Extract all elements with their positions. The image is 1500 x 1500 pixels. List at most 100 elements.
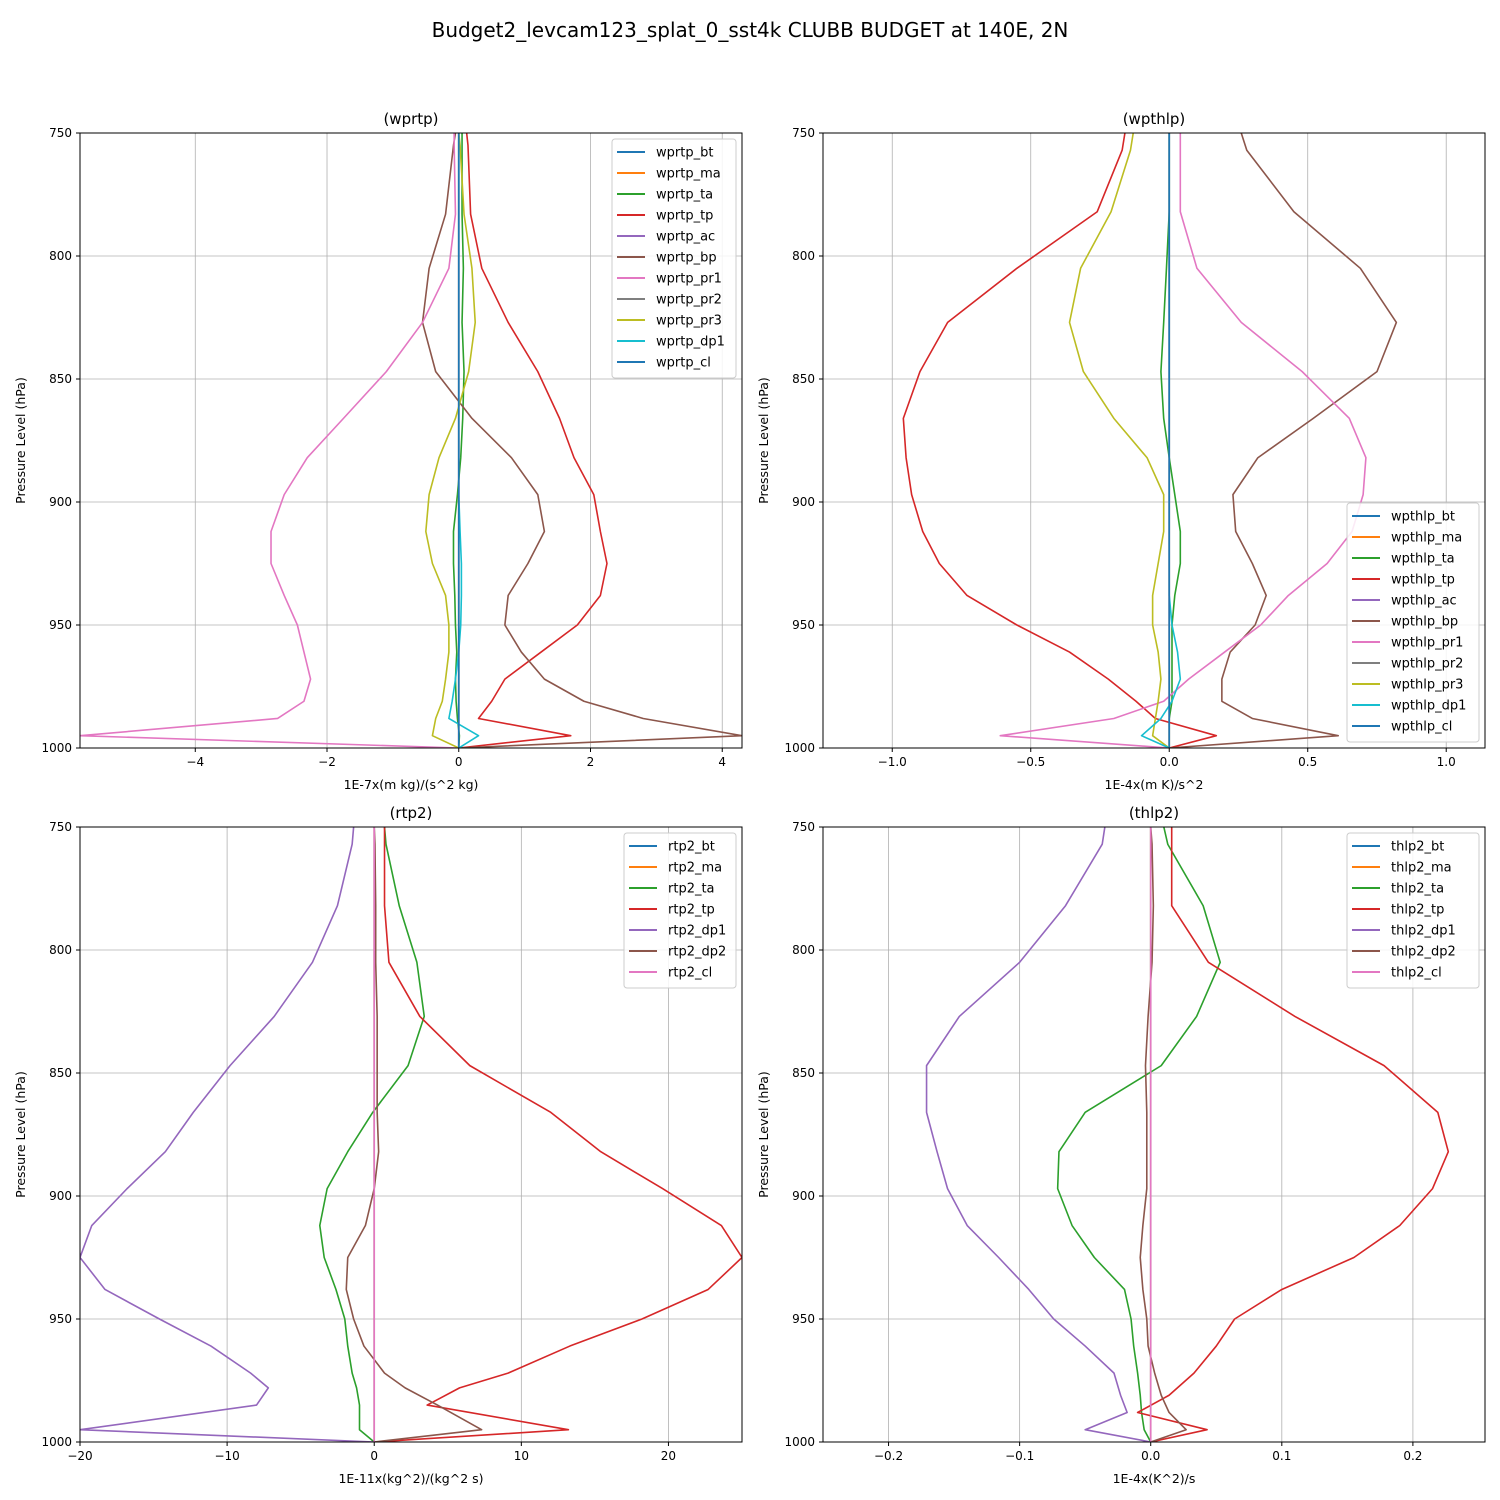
y-tick-label: 750 xyxy=(49,126,72,140)
series-lines xyxy=(80,827,742,1442)
x-tick-label: 0.0 xyxy=(1141,1449,1160,1463)
x-tick-label: 20 xyxy=(661,1449,676,1463)
y-tick-label: 900 xyxy=(49,495,72,509)
x-tick-label: 0 xyxy=(370,1449,378,1463)
legend-label: wprtp_bp xyxy=(656,251,717,266)
x-tick-label: −20 xyxy=(67,1449,92,1463)
legend-box xyxy=(1346,502,1480,743)
legend-label: wprtp_pr3 xyxy=(656,314,722,329)
legend-label: thlp2_dp1 xyxy=(1391,924,1456,939)
series-line-rtp2_dp1 xyxy=(80,827,375,1442)
legend-label: wprtp_cl xyxy=(656,356,711,371)
x-tick-label: 1.0 xyxy=(1437,755,1456,769)
legend-box xyxy=(611,138,737,379)
legend: thlp2_bt thlp2_ma thlp2_ta thlp2_tp thlp2_dp… xyxy=(1346,832,1480,989)
y-tick-label: 900 xyxy=(792,495,815,509)
y-tick-label: 800 xyxy=(49,249,72,263)
legend-label: rtp2_dp2 xyxy=(668,945,726,960)
series-line-rtp2_ta xyxy=(318,827,426,1442)
chart-panels: −4 −2 0 2 47508008509009501000(wprtp)1E-7x(m… xyxy=(13,110,1486,1486)
legend-label: rtp2_dp1 xyxy=(668,924,726,939)
y-tick-label: 950 xyxy=(49,618,72,632)
legend-label: wprtp_tp xyxy=(656,209,713,224)
panel-title: (wprtp) xyxy=(383,110,438,128)
x-tick-label: 0.1 xyxy=(1272,1449,1291,1463)
x-tick-label: −0.5 xyxy=(1016,755,1045,769)
panel-title: (thlp2) xyxy=(1129,804,1179,822)
legend-label: thlp2_cl xyxy=(1391,966,1442,981)
legend-box xyxy=(623,832,737,989)
x-tick-label: −2 xyxy=(318,755,336,769)
series-line-rtp2_tp xyxy=(374,827,742,1442)
legend-label: rtp2_tp xyxy=(668,903,715,918)
y-tick-label: 750 xyxy=(792,126,815,140)
x-tick-label: −0.2 xyxy=(874,1449,903,1463)
x-tick-label: 0 xyxy=(455,755,463,769)
axes-frame xyxy=(79,132,743,749)
legend-label: thlp2_bt xyxy=(1391,840,1444,855)
axes-frame xyxy=(822,132,1486,749)
series-line-wpthlp_pr3 xyxy=(1068,133,1170,748)
series-line-rtp2_dp2 xyxy=(345,827,483,1442)
series-line-wprtp_tp xyxy=(458,133,608,748)
legend-label: wpthlp_ma xyxy=(1391,531,1462,546)
legend-label: wpthlp_pr1 xyxy=(1391,636,1463,651)
legend-label: wprtp_ta xyxy=(656,188,713,203)
series-line-thlp2_tp xyxy=(1136,827,1450,1442)
panel-title: (rtp2) xyxy=(390,804,433,822)
chart-rtp2: −20 −10 0 10 20 750 800 850 900 950 1000 (rtp2) 1E-1… xyxy=(13,804,743,1486)
legend-label: thlp2_ma xyxy=(1391,861,1452,876)
y-axis-label: Pressure Level (hPa) xyxy=(756,1071,771,1198)
y-tick-label: 850 xyxy=(792,372,815,386)
y-tick-label: 1000 xyxy=(784,1435,815,1449)
legend-label: wprtp_ma xyxy=(656,167,721,182)
y-axis-label: Pressure Level (hPa) xyxy=(13,377,28,504)
series-line-wpthlp_bp xyxy=(1169,133,1398,748)
series-line-wpthlp_tp xyxy=(902,133,1218,748)
y-tick-label: 850 xyxy=(49,372,72,386)
legend-label: rtp2_ta xyxy=(668,882,715,897)
x-tick-label: 0.0 xyxy=(1160,755,1179,769)
x-tick-label: 10 xyxy=(514,1449,529,1463)
chart-wprtp: −4 −2 0 2 4 750 800 850 900 950 1000 (wprtp) 1E-7x(m… xyxy=(13,110,743,792)
y-tick-label: 750 xyxy=(49,820,72,834)
axes-frame xyxy=(822,826,1486,1443)
y-tick-label: 800 xyxy=(792,943,815,957)
x-axis-label: 1E-4x(K^2)/s xyxy=(1113,1471,1196,1486)
legend-label: wprtp_bt xyxy=(656,146,713,161)
x-tick-label: −10 xyxy=(214,1449,239,1463)
legend-label: thlp2_tp xyxy=(1391,903,1444,918)
legend-label: wpthlp_ac xyxy=(1391,594,1457,609)
series-line-wprtp_pr3 xyxy=(425,133,477,748)
legend: wpthlp_bt wpthlp_ma wpthlp_ta wpthlp_tpwpth… xyxy=(1346,502,1480,743)
legend-label: wpthlp_pr3 xyxy=(1391,678,1463,693)
series-lines xyxy=(902,133,1398,748)
legend-label: wprtp_dp1 xyxy=(656,335,725,350)
legend-label: wprtp_ac xyxy=(656,230,715,245)
chart-wpthlp: −1.0 −0.5 0.0 0.5 1.0 750 800 850 900 950 1000 (wpt… xyxy=(756,110,1486,792)
x-tick-label: −4 xyxy=(186,755,204,769)
y-tick-label: 900 xyxy=(792,1189,815,1203)
legend-label: wpthlp_ta xyxy=(1391,552,1455,567)
legend-label: wpthlp_bp xyxy=(1391,615,1458,630)
figure-title: Budget2_levcam123_splat_0_sst4k CLUBB BU… xyxy=(432,18,1069,42)
legend-label: wpthlp_bt xyxy=(1391,510,1455,525)
legend-label: wprtp_pr2 xyxy=(656,293,722,308)
x-tick-label: 0.5 xyxy=(1298,755,1317,769)
legend-label: thlp2_ta xyxy=(1391,882,1444,897)
y-tick-label: 1000 xyxy=(784,741,815,755)
x-tick-label: −1.0 xyxy=(878,755,907,769)
x-tick-label: 0.2 xyxy=(1403,1449,1422,1463)
y-axis-label: Pressure Level (hPa) xyxy=(756,377,771,504)
panel-title: (wpthlp) xyxy=(1123,110,1186,128)
y-tick-label: 1000 xyxy=(41,741,72,755)
legend-box xyxy=(1346,832,1480,989)
series-lines xyxy=(925,827,1450,1442)
x-axis-label: 1E-7x(m kg)/(s^2 kg) xyxy=(344,777,479,792)
legend-label: wpthlp_pr2 xyxy=(1391,657,1463,672)
legend-label: wpthlp_tp xyxy=(1391,573,1455,588)
y-tick-label: 950 xyxy=(49,1312,72,1326)
series-lines xyxy=(80,133,742,748)
